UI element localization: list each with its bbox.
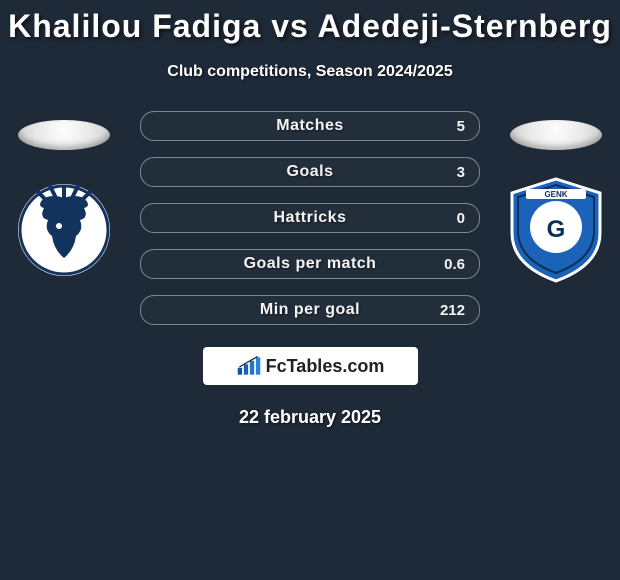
stat-row: Matches 5 (140, 111, 480, 141)
stat-right-value: 5 (425, 118, 465, 135)
stat-row: Goals 3 (140, 157, 480, 187)
stat-right-value: 212 (425, 302, 465, 319)
player-right-photo-placeholder (510, 120, 602, 150)
genk-badge-letter: G (547, 216, 566, 243)
stat-row: Min per goal 212 (140, 295, 480, 325)
page-title: Khalilou Fadiga vs Adedeji-Sternberg (0, 0, 620, 45)
player-right-club-badge: G GENK (506, 180, 606, 280)
stat-right-value: 0.6 (425, 256, 465, 273)
stat-label: Goals (195, 163, 425, 181)
player-left-club-badge (14, 180, 114, 280)
fctables-branding: FcTables.com (203, 347, 418, 385)
player-right-column: G GENK (506, 120, 606, 280)
player-left-column (14, 120, 114, 280)
player-left-photo-placeholder (18, 120, 110, 150)
page-subtitle: Club competitions, Season 2024/2025 (0, 63, 620, 81)
stat-label: Hattricks (195, 209, 425, 227)
stat-right-value: 3 (425, 164, 465, 181)
bar-chart-icon (236, 355, 262, 377)
gent-badge-icon (14, 180, 114, 280)
fctables-label: FcTables.com (266, 356, 385, 377)
stat-row: Hattricks 0 (140, 203, 480, 233)
genk-badge-text: GENK (544, 190, 567, 199)
stats-list: Matches 5 Goals 3 Hattricks 0 Goals per … (140, 111, 480, 325)
stat-right-value: 0 (425, 210, 465, 227)
stat-label: Min per goal (195, 301, 425, 319)
stat-row: Goals per match 0.6 (140, 249, 480, 279)
stat-label: Matches (195, 117, 425, 135)
stat-label: Goals per match (195, 255, 425, 273)
comparison-date: 22 february 2025 (0, 407, 620, 428)
genk-badge-icon: G GENK (506, 175, 606, 285)
